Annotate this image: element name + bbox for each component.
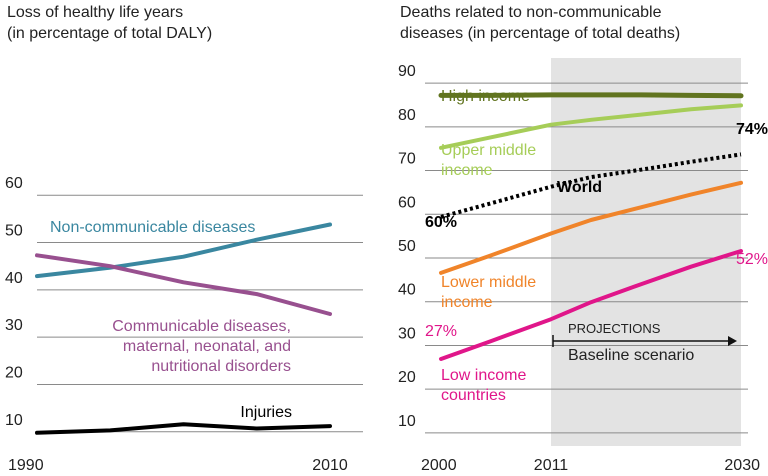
low-income-end-value-label: 52% xyxy=(736,251,768,268)
baseline-scenario-label: Baseline scenario xyxy=(568,347,694,364)
right-label-low-income-countries-line-0: Low income xyxy=(441,367,526,384)
right-label-upper-middle-income-line-1: income xyxy=(441,162,493,179)
left-x-tick-2010: 2010 xyxy=(312,457,348,474)
right-line-high-income xyxy=(438,92,744,99)
left-y-tick-50: 50 xyxy=(5,223,23,240)
right-label-lower-middle-income-line-0: Lower middle xyxy=(441,274,536,291)
right-label-world-line-0: World xyxy=(557,179,602,196)
right-y-tick-50: 50 xyxy=(398,238,416,255)
right-x-tick-2030: 2030 xyxy=(724,457,760,474)
right-line-low-income-countries xyxy=(439,249,743,361)
projection-shaded-region xyxy=(551,58,741,446)
right-y-tick-30: 30 xyxy=(398,325,416,342)
left-line-communicable-diseases-maternal-neonatal-and-nutritional-disorders xyxy=(35,253,332,316)
projection-arrow-head xyxy=(728,336,737,346)
left-grid xyxy=(37,194,363,433)
right-y-tick-10: 10 xyxy=(398,413,416,430)
left-y-tick-20: 20 xyxy=(5,364,23,381)
world-start-value-label: 60% xyxy=(425,214,457,231)
right-chart-title: Deaths related to non-communicable xyxy=(400,4,662,21)
left-x-tick-labels: 1990 2010 xyxy=(8,457,348,474)
left-chart-title: Loss of healthy life years xyxy=(7,4,183,21)
left-label-communicable-diseases-maternal-neonatal-and-nutritional-disorders-line-0: Communicable diseases, xyxy=(112,318,291,335)
right-y-tick-20: 20 xyxy=(398,369,416,386)
right-series-labels: High income Upper middle income World Lower … xyxy=(425,88,768,404)
right-chart-ncd-deaths: Deaths related to non-communicable disea… xyxy=(398,4,768,474)
left-label-injuries-line-0: Injuries xyxy=(240,404,292,421)
right-y-tick-80: 80 xyxy=(398,107,416,124)
right-y-tick-90: 90 xyxy=(398,63,416,80)
right-label-lower-middle-income-line-1: income xyxy=(441,294,493,311)
right-x-tick-2011: 2011 xyxy=(534,457,569,474)
right-label-high-income-line-0: High income xyxy=(441,88,530,105)
left-y-tick-60: 60 xyxy=(5,175,23,192)
world-end-value-label: 74% xyxy=(736,121,768,138)
left-line-injuries xyxy=(35,422,332,435)
projection-annotation: PROJECTIONS Baseline scenario xyxy=(552,321,737,364)
low-income-start-value-label: 27% xyxy=(425,323,457,340)
right-series-lines xyxy=(438,92,744,361)
right-chart-subtitle: diseases (in percentage of total deaths) xyxy=(400,25,680,42)
left-series-lines xyxy=(35,222,332,435)
right-y-tick-60: 60 xyxy=(398,194,416,211)
left-y-tick-10: 10 xyxy=(5,412,23,429)
right-line-upper-middle-income xyxy=(439,103,743,150)
right-label-upper-middle-income-line-0: Upper middle xyxy=(441,142,536,159)
left-y-tick-labels: 10 20 30 40 50 60 xyxy=(5,175,23,429)
projections-label: PROJECTIONS xyxy=(568,321,661,336)
projection-shade xyxy=(551,58,741,446)
right-y-tick-70: 70 xyxy=(398,151,416,168)
left-chart-subtitle: (in percentage of total DALY) xyxy=(7,25,212,42)
right-label-low-income-countries-line-1: countries xyxy=(441,387,506,404)
right-x-tick-2000: 2000 xyxy=(421,457,457,474)
left-y-tick-40: 40 xyxy=(5,270,23,287)
left-y-tick-30: 30 xyxy=(5,317,23,334)
left-line-non-communicable-diseases xyxy=(35,222,332,279)
left-label-non-communicable-diseases-line-0: Non-communicable diseases xyxy=(50,219,255,236)
right-y-tick-labels: 10 20 30 40 50 60 70 80 90 xyxy=(398,63,416,430)
left-series-labels: Non-communicable diseases Communicable di… xyxy=(50,219,292,421)
right-x-tick-labels: 2000 2011 2030 xyxy=(421,457,760,474)
left-chart-daly: Loss of healthy life years (in percentag… xyxy=(5,4,363,474)
right-line-lower-middle-income xyxy=(439,180,743,275)
left-label-communicable-diseases-maternal-neonatal-and-nutritional-disorders-line-2: nutritional disorders xyxy=(151,358,291,375)
left-label-communicable-diseases-maternal-neonatal-and-nutritional-disorders-line-1: maternal, neonatal, and xyxy=(123,338,291,355)
left-x-tick-1990: 1990 xyxy=(8,457,44,474)
right-y-tick-40: 40 xyxy=(398,282,416,299)
